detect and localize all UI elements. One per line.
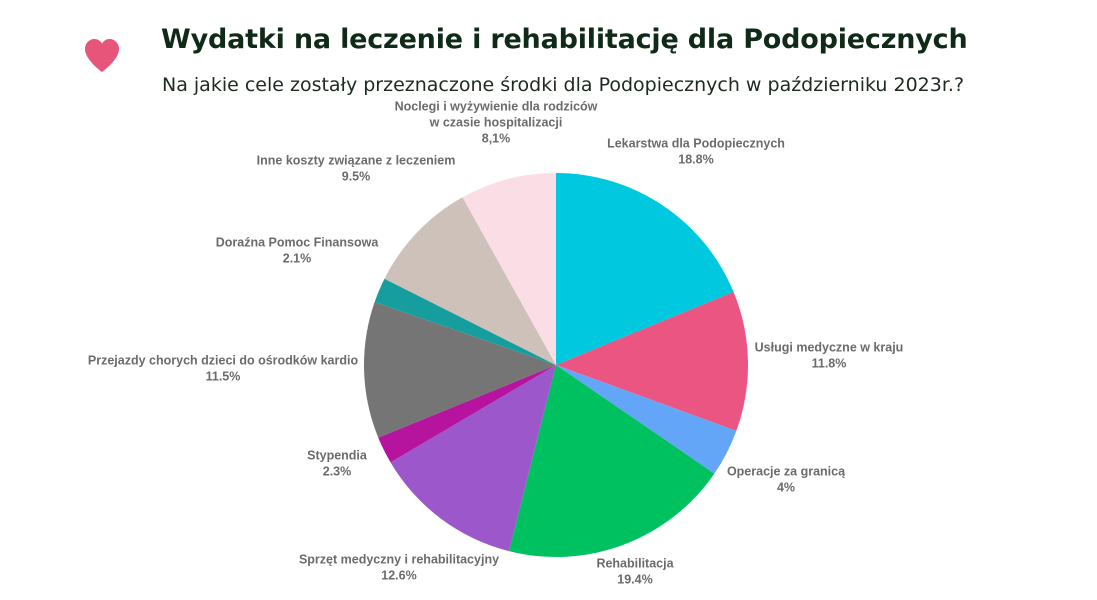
heart-icon bbox=[85, 39, 119, 72]
slice-category-label: Stypendia bbox=[307, 448, 368, 462]
slice-value-label: 4% bbox=[777, 480, 795, 494]
slice-category-label: Usługi medyczne w kraju bbox=[755, 340, 904, 354]
pie-slice bbox=[378, 365, 556, 463]
slice-category-label: Doraźna Pomoc Finansowa bbox=[216, 235, 380, 249]
slice-value-label: 12.6% bbox=[381, 568, 416, 582]
pie-slice bbox=[374, 278, 556, 365]
slice-category-label: Przejazdy chorych dzieci do ośrodków kar… bbox=[88, 353, 359, 367]
pie-slice bbox=[556, 173, 734, 365]
slice-category-label: Sprzęt medyczny i rehabilitacyjny bbox=[299, 552, 499, 566]
slice-value-label: 8,1% bbox=[482, 131, 511, 145]
pie-slice bbox=[556, 365, 737, 474]
slice-value-label: 9.5% bbox=[342, 169, 371, 183]
slice-value-label: 2.1% bbox=[283, 251, 312, 265]
page-title: Wydatki na leczenie i rehabilitację dla … bbox=[161, 24, 968, 55]
pie-slice bbox=[508, 365, 715, 558]
pie-slice bbox=[384, 197, 556, 365]
slice-value-label: 18.8% bbox=[678, 152, 713, 166]
slice-category-label: Rehabilitacja bbox=[596, 556, 674, 570]
slice-value-label: 2.3% bbox=[323, 464, 352, 478]
slice-category-label: Operacje za granicą bbox=[727, 464, 846, 478]
page-subtitle: Na jakie cele zostały przeznaczone środk… bbox=[162, 74, 965, 96]
slice-value-label: 11.5% bbox=[206, 369, 241, 383]
slice-category-label: Inne koszty związane z leczeniem bbox=[257, 153, 456, 167]
pie-slice bbox=[390, 365, 556, 552]
pie-slice bbox=[364, 302, 556, 438]
pie-slice bbox=[462, 173, 556, 365]
slice-value-label: 11.8% bbox=[812, 356, 847, 370]
slice-category-label: Noclegi i wyżywienie dla rodziców bbox=[395, 99, 598, 113]
slice-category-label: w czasie hospitalizacji bbox=[429, 115, 563, 129]
slice-value-label: 19.4% bbox=[617, 572, 652, 586]
slice-category-label: Lekarstwa dla Podopiecznych bbox=[607, 136, 785, 150]
pie-slice bbox=[556, 291, 749, 431]
